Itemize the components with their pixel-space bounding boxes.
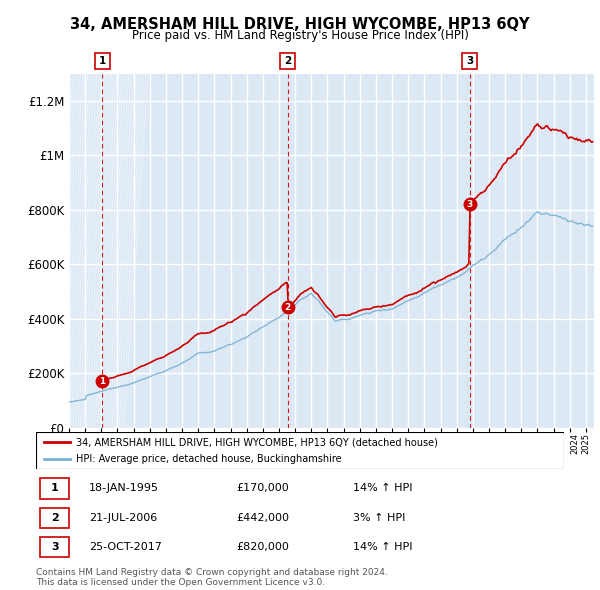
FancyBboxPatch shape [40, 537, 69, 557]
Text: Contains HM Land Registry data © Crown copyright and database right 2024.
This d: Contains HM Land Registry data © Crown c… [36, 568, 388, 587]
Text: Price paid vs. HM Land Registry's House Price Index (HPI): Price paid vs. HM Land Registry's House … [131, 30, 469, 42]
FancyBboxPatch shape [40, 507, 69, 528]
Text: 21-JUL-2006: 21-JUL-2006 [89, 513, 157, 523]
Text: £170,000: £170,000 [236, 483, 289, 493]
Text: 2: 2 [51, 513, 59, 523]
Text: 1: 1 [51, 483, 59, 493]
FancyBboxPatch shape [40, 478, 69, 499]
Text: 3: 3 [467, 200, 473, 209]
Text: 14% ↑ HPI: 14% ↑ HPI [353, 483, 412, 493]
Text: 1: 1 [98, 56, 106, 65]
Text: 2: 2 [284, 56, 292, 65]
Text: 34, AMERSHAM HILL DRIVE, HIGH WYCOMBE, HP13 6QY: 34, AMERSHAM HILL DRIVE, HIGH WYCOMBE, H… [70, 17, 530, 31]
Text: 2: 2 [285, 303, 291, 312]
Text: 14% ↑ HPI: 14% ↑ HPI [353, 542, 412, 552]
Text: HPI: Average price, detached house, Buckinghamshire: HPI: Average price, detached house, Buck… [76, 454, 341, 464]
Text: £442,000: £442,000 [236, 513, 290, 523]
Text: 18-JAN-1995: 18-JAN-1995 [89, 483, 159, 493]
Text: 3: 3 [466, 56, 473, 65]
Text: 1: 1 [99, 377, 105, 386]
FancyBboxPatch shape [36, 432, 564, 469]
Text: 34, AMERSHAM HILL DRIVE, HIGH WYCOMBE, HP13 6QY (detached house): 34, AMERSHAM HILL DRIVE, HIGH WYCOMBE, H… [76, 437, 437, 447]
Text: 25-OCT-2017: 25-OCT-2017 [89, 542, 161, 552]
Text: £820,000: £820,000 [236, 542, 290, 552]
Text: 3: 3 [51, 542, 59, 552]
Text: 3% ↑ HPI: 3% ↑ HPI [353, 513, 405, 523]
